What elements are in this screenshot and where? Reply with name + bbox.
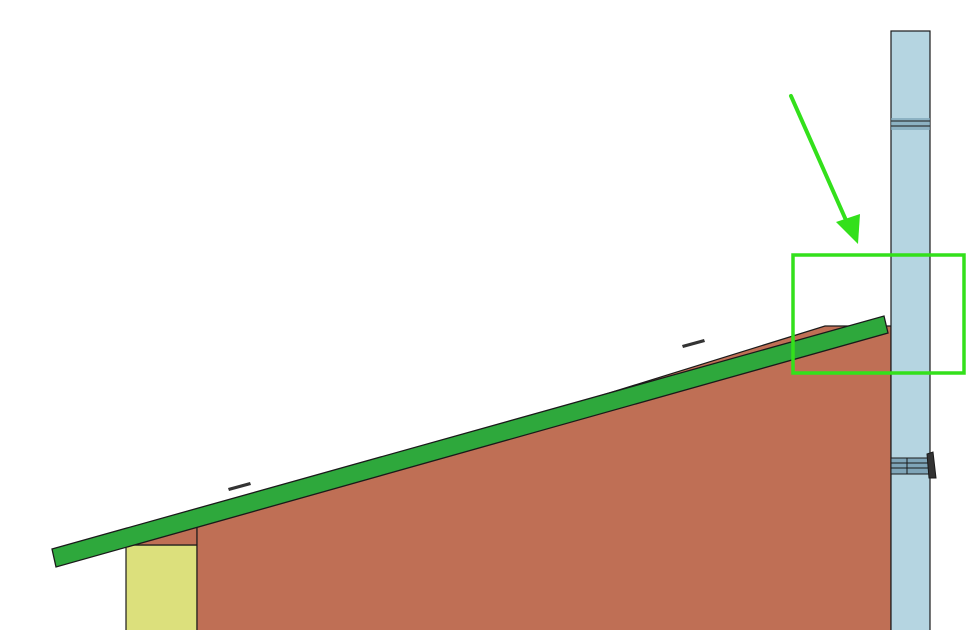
- pipe-bracket: [890, 451, 937, 479]
- roof-clip: [228, 482, 251, 491]
- roof-board: [51, 315, 889, 568]
- wall: [196, 325, 892, 630]
- pipe-clamp: [891, 118, 930, 130]
- highlight-box: [791, 253, 966, 375]
- chimney-pipe: [890, 30, 931, 630]
- roof-clip: [682, 339, 705, 348]
- support-post: [125, 544, 198, 630]
- pointer-arrow: [789, 94, 860, 244]
